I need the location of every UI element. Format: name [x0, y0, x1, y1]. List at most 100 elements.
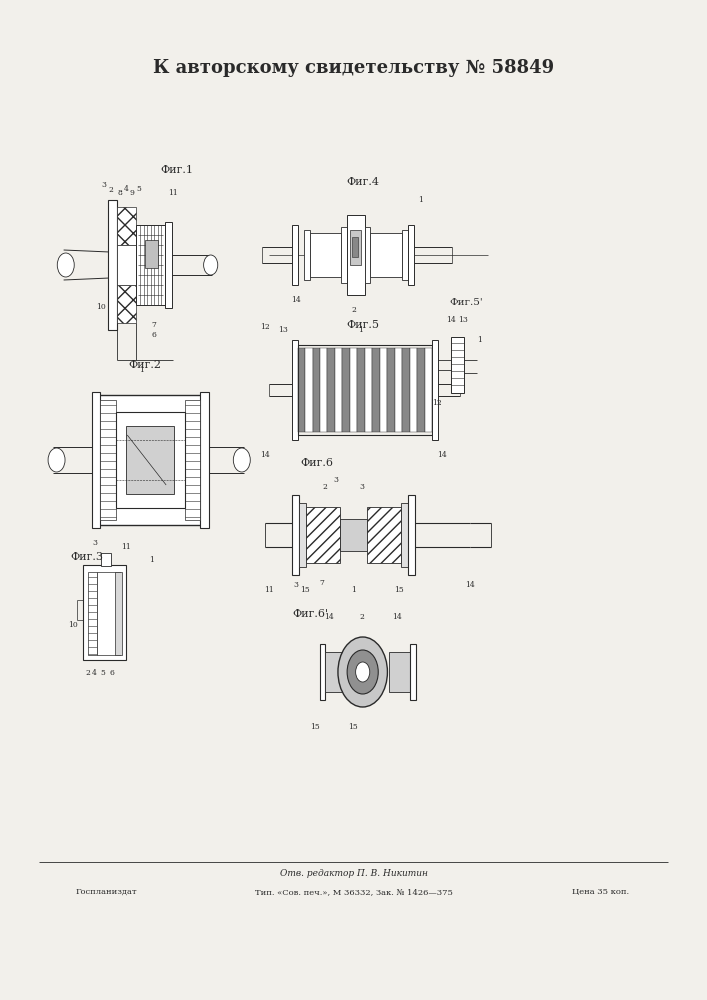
Bar [365, 348, 373, 432]
Bar [408, 225, 414, 285]
Text: Фиг.1: Фиг.1 [160, 165, 193, 175]
Bar [409, 348, 417, 432]
Bar [320, 644, 325, 700]
Bar [320, 348, 327, 432]
Bar [126, 426, 174, 494]
Bar [136, 225, 165, 305]
Text: 1: 1 [351, 586, 356, 594]
Bar [327, 348, 335, 432]
Bar [306, 507, 340, 563]
Bar [401, 503, 408, 567]
Bar [451, 337, 464, 393]
Text: 6: 6 [110, 669, 114, 677]
Bar [298, 345, 432, 435]
Text: 15: 15 [395, 586, 404, 594]
Bar [200, 392, 209, 528]
Text: 5: 5 [137, 185, 141, 193]
Bar [380, 348, 387, 432]
Bar [165, 222, 172, 308]
Text: 3: 3 [92, 539, 98, 547]
Bar [352, 237, 358, 257]
Bar [292, 495, 299, 575]
Text: 3: 3 [101, 181, 107, 189]
Text: 1: 1 [139, 366, 144, 374]
Text: 10: 10 [96, 303, 106, 311]
Text: 13: 13 [278, 326, 288, 334]
Text: Фиг.5': Фиг.5' [450, 298, 484, 307]
Text: К авторскому свидетельству № 58849: К авторскому свидетельству № 58849 [153, 59, 554, 77]
Bar [325, 652, 346, 692]
Bar [408, 495, 415, 575]
Text: Отв. редактор П. В. Никитин: Отв. редактор П. В. Никитин [279, 869, 428, 879]
Text: 11: 11 [121, 543, 131, 551]
Bar [92, 392, 100, 528]
Bar [340, 519, 367, 551]
Text: 12: 12 [432, 399, 442, 407]
Text: Фиг.6': Фиг.6' [292, 609, 328, 619]
Text: 14: 14 [324, 613, 334, 621]
Bar [402, 230, 408, 280]
Bar [292, 225, 298, 285]
Circle shape [204, 255, 218, 275]
Bar [312, 348, 320, 432]
Bar [117, 245, 136, 285]
Text: 15: 15 [310, 723, 320, 731]
Bar [108, 200, 117, 330]
Bar [370, 233, 402, 277]
Text: 14: 14 [392, 613, 402, 621]
Text: 14: 14 [437, 451, 447, 459]
Circle shape [48, 448, 65, 472]
Bar [395, 348, 402, 432]
Text: 1: 1 [477, 336, 481, 344]
Text: 3: 3 [359, 483, 365, 491]
Circle shape [338, 637, 387, 707]
Text: 2: 2 [109, 186, 113, 194]
Text: 2: 2 [351, 306, 356, 314]
Bar [424, 348, 432, 432]
Text: 2: 2 [323, 483, 327, 491]
Bar [310, 233, 341, 277]
Text: 13: 13 [458, 316, 468, 324]
Bar [88, 572, 97, 655]
Text: 1: 1 [358, 326, 363, 334]
Text: 14: 14 [465, 581, 475, 589]
Bar [417, 348, 424, 432]
Bar [101, 553, 111, 566]
Bar [342, 348, 350, 432]
Text: 2: 2 [360, 613, 364, 621]
Bar [341, 227, 347, 283]
Bar [410, 644, 416, 700]
Bar [115, 572, 122, 655]
Bar [347, 215, 365, 295]
Text: 15: 15 [349, 723, 358, 731]
Bar [117, 207, 136, 245]
Text: 1: 1 [419, 196, 423, 204]
Bar [117, 285, 136, 323]
Bar [116, 412, 185, 508]
Circle shape [57, 253, 74, 277]
Text: 3: 3 [293, 581, 298, 589]
Bar [299, 503, 306, 567]
Text: 14: 14 [291, 296, 300, 304]
Bar [185, 400, 200, 520]
Text: Фиг.5: Фиг.5 [346, 320, 380, 330]
Bar [350, 230, 361, 265]
Bar [365, 227, 370, 283]
Text: Тип. «Сов. печ.», М 36332, Зак. № 1426—375: Тип. «Сов. печ.», М 36332, Зак. № 1426—3… [255, 888, 452, 896]
Bar [335, 348, 342, 432]
Bar [387, 348, 395, 432]
Text: Фиг.4: Фиг.4 [346, 177, 380, 187]
Text: Цена 35 коп.: Цена 35 коп. [573, 888, 629, 896]
Circle shape [347, 650, 378, 694]
Text: 4: 4 [124, 185, 128, 193]
Bar [373, 348, 380, 432]
Bar [367, 507, 401, 563]
Circle shape [233, 448, 250, 472]
Text: 5: 5 [101, 669, 105, 677]
Circle shape [356, 662, 370, 682]
Text: Фиг.2: Фиг.2 [129, 360, 161, 370]
Bar [95, 395, 205, 525]
Bar [97, 572, 120, 655]
Text: 14: 14 [446, 316, 456, 324]
Text: 11: 11 [168, 189, 177, 197]
